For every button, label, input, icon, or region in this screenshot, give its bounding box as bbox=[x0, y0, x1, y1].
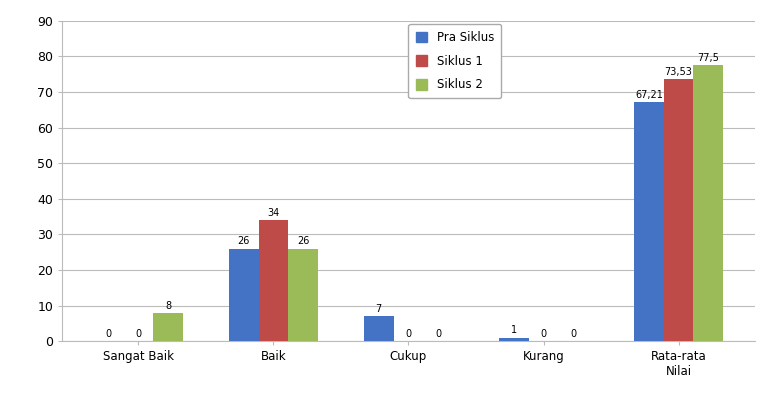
Text: 7: 7 bbox=[376, 304, 382, 314]
Bar bbox=[664, 79, 693, 341]
Bar bbox=[229, 249, 258, 341]
Bar bbox=[634, 102, 664, 341]
Bar bbox=[693, 65, 724, 341]
Text: 0: 0 bbox=[135, 329, 142, 339]
Text: 0: 0 bbox=[570, 329, 576, 339]
Bar bbox=[499, 337, 529, 341]
Text: 1: 1 bbox=[510, 325, 517, 335]
Text: 77,5: 77,5 bbox=[697, 53, 720, 63]
Text: 67,21: 67,21 bbox=[635, 90, 663, 100]
Text: 0: 0 bbox=[541, 329, 547, 339]
Bar bbox=[364, 316, 394, 341]
Text: 34: 34 bbox=[268, 208, 279, 218]
Text: 73,53: 73,53 bbox=[664, 67, 692, 77]
Bar bbox=[288, 249, 318, 341]
Bar bbox=[258, 220, 288, 341]
Text: 0: 0 bbox=[106, 329, 111, 339]
Text: 0: 0 bbox=[405, 329, 412, 339]
Text: 0: 0 bbox=[435, 329, 441, 339]
Text: 26: 26 bbox=[237, 236, 250, 246]
Bar bbox=[153, 313, 183, 341]
Text: 26: 26 bbox=[297, 236, 310, 246]
Text: 8: 8 bbox=[165, 300, 171, 310]
Legend: Pra Siklus, Siklus 1, Siklus 2: Pra Siklus, Siklus 1, Siklus 2 bbox=[408, 24, 501, 99]
